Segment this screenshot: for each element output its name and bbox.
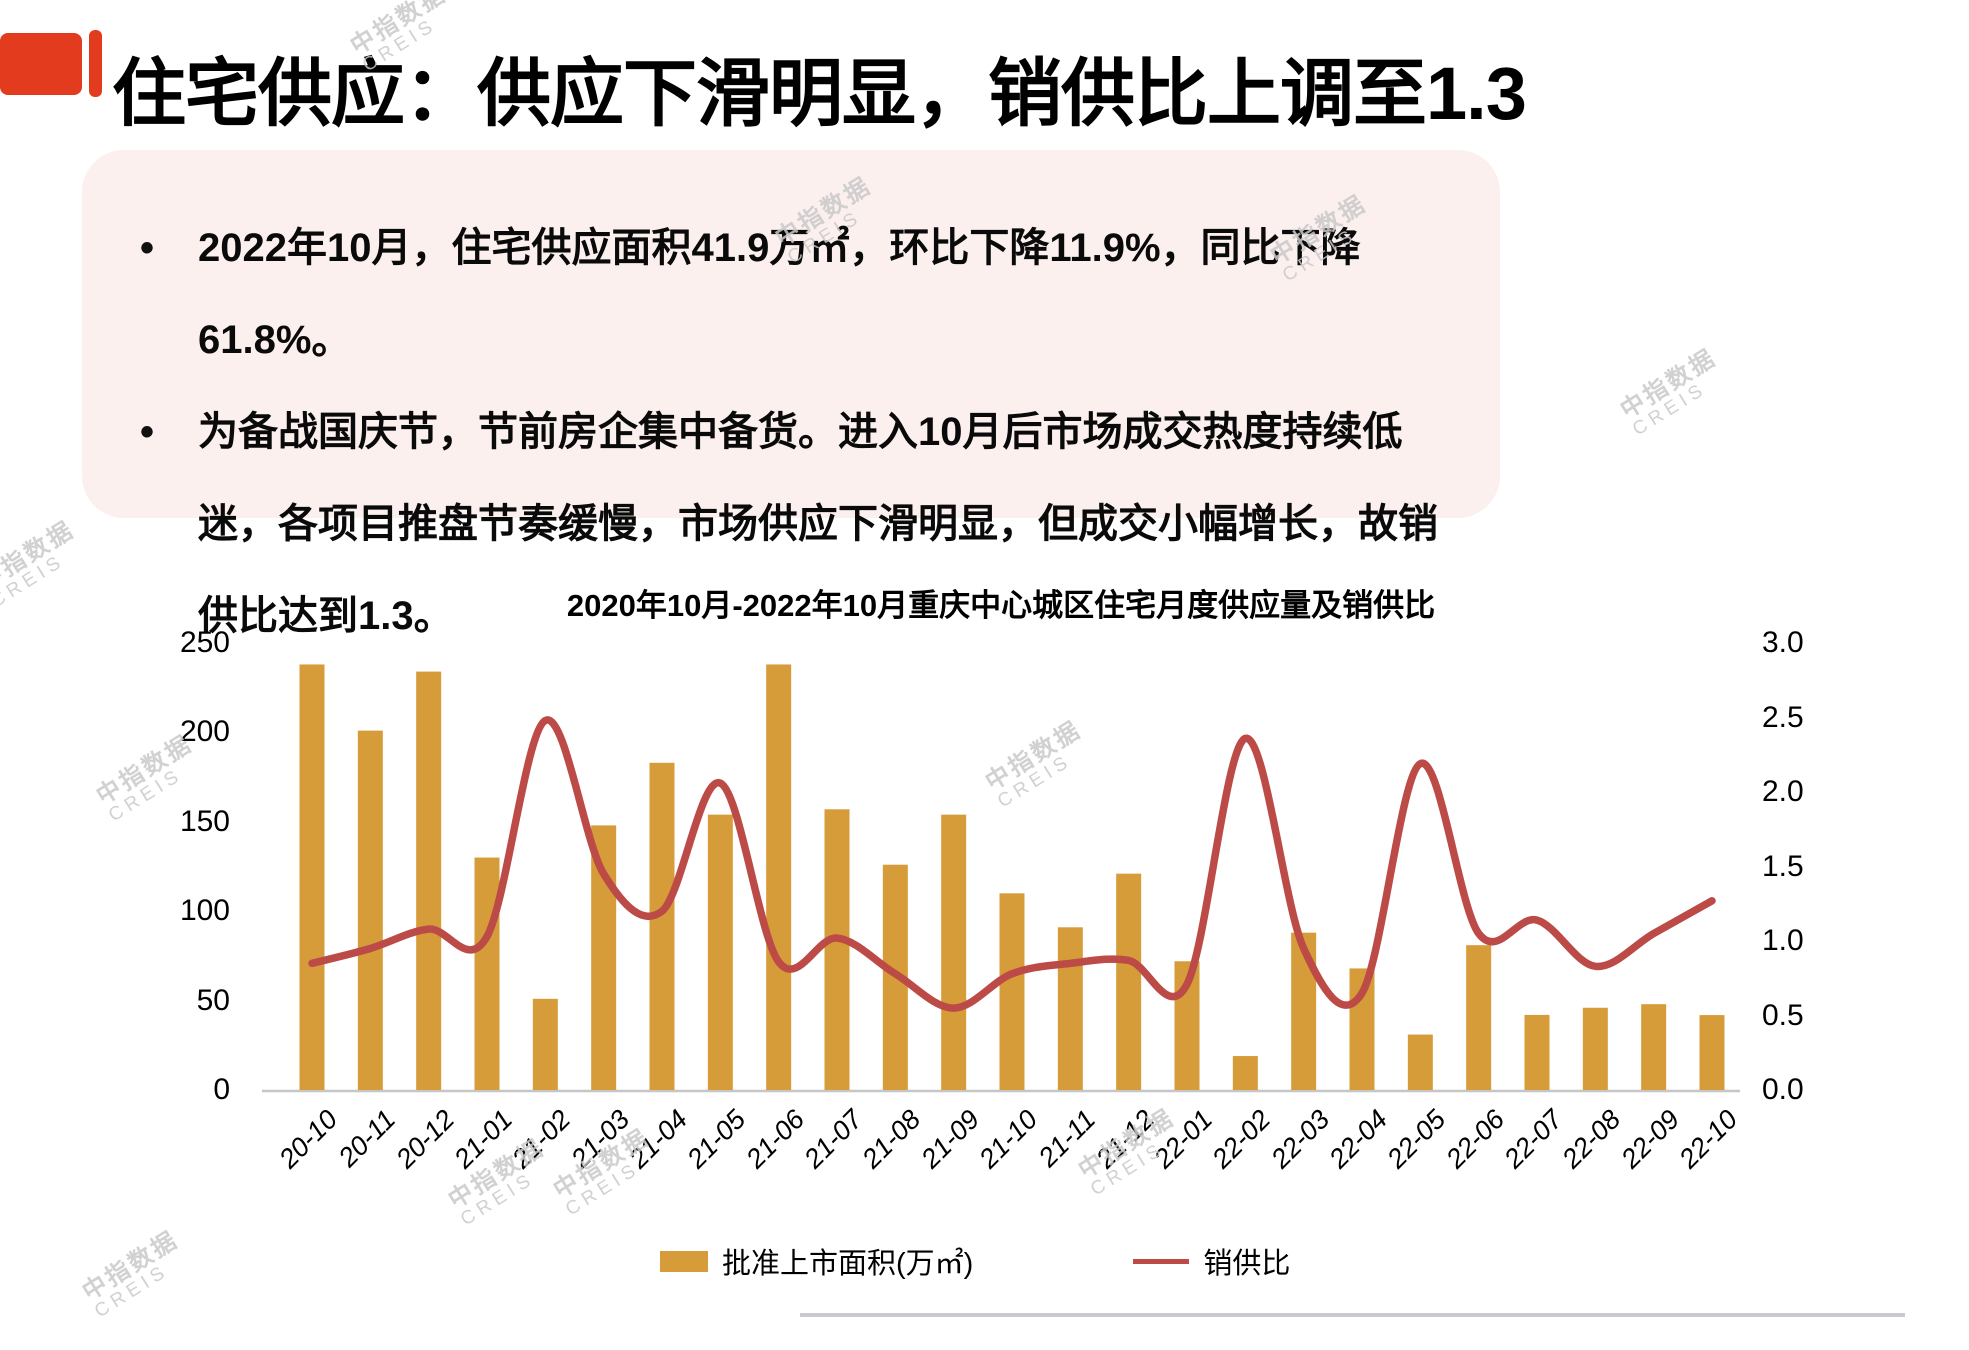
ratio-line — [308, 716, 1716, 1012]
x-tick-label-21-08: 21-08 — [856, 1104, 927, 1175]
x-tick-label-22-10: 22-10 — [1673, 1104, 1744, 1175]
legend-item-bar-series: 批准上市面积(万㎡) — [660, 1240, 973, 1282]
bar-22-09 — [1641, 1004, 1667, 1090]
chart-title: 2020年10月-2022年10月重庆中心城区住宅月度供应量及销供比 — [566, 588, 1436, 623]
combo-chart — [262, 664, 1740, 1093]
bar-22-08 — [1582, 1007, 1608, 1090]
bar-series-swatch-icon — [660, 1250, 708, 1272]
chart-legend: 批准上市面积(万㎡) 销供比 — [660, 1240, 1290, 1282]
x-tick-label-21-10: 21-10 — [973, 1104, 1044, 1175]
x-tick-label-22-01: 22-01 — [1148, 1104, 1219, 1175]
bar-22-07 — [1524, 1014, 1550, 1090]
bar-20-12 — [416, 671, 442, 1090]
title-accent-square — [0, 33, 82, 95]
legend-label-line: 销供比 — [1203, 1248, 1291, 1280]
legend-label-bar: 批准上市面积(万㎡) — [722, 1248, 974, 1280]
x-tick-label-21-01: 21-01 — [448, 1104, 519, 1175]
bar-21-03 — [591, 825, 617, 1090]
x-tick-label-22-05: 22-05 — [1381, 1104, 1452, 1175]
x-tick-label-22-06: 22-06 — [1439, 1104, 1510, 1175]
legend-item-line-series: 销供比 — [1133, 1240, 1290, 1282]
summary-box: • 2022年10月，住宅供应面积41.9万㎡，环比下降11.9%，同比下降61… — [82, 150, 1500, 638]
x-tick-label-21-02: 21-02 — [506, 1104, 577, 1175]
y-left-tick-150: 150 — [179, 804, 230, 838]
bar-21-04 — [649, 762, 675, 1090]
bar-21-05 — [707, 814, 733, 1090]
y-right-tick-1.5: 1.5 — [1762, 849, 1804, 883]
bar-22-10 — [1699, 1015, 1725, 1090]
x-tick-label-20-10: 20-10 — [273, 1104, 344, 1175]
x-tick-label-21-06: 21-06 — [739, 1104, 810, 1175]
bar-21-09 — [941, 814, 967, 1090]
x-tick-label-22-07: 22-07 — [1498, 1104, 1569, 1175]
x-tick-label-20-12: 20-12 — [389, 1104, 460, 1175]
x-tick-label-22-08: 22-08 — [1556, 1104, 1627, 1175]
y-right-tick-2.0: 2.0 — [1762, 775, 1804, 808]
summary-bullet-2-text: 为备战国庆节，节前房企集中备货。进入10月后市场成交热度持续低迷，各项目推盘节奏… — [198, 410, 1438, 638]
chart-plot-area — [262, 643, 1740, 1095]
bottom-divider — [800, 1313, 1905, 1317]
creis-watermark: 中指数据 CREIS — [0, 515, 90, 613]
x-tick-label-22-02: 22-02 — [1206, 1104, 1277, 1175]
y-right-tick-1.0: 1.0 — [1762, 924, 1804, 957]
y-left-tick-0: 0 — [213, 1073, 230, 1106]
bullet-marker: • — [140, 226, 155, 270]
x-tick-label-21-07: 21-07 — [798, 1104, 869, 1175]
page-title: 住宅供应：供应下滑明显，销供比上调至1.3 — [112, 52, 1527, 135]
x-tick-label-22-03: 22-03 — [1264, 1104, 1335, 1175]
bar-21-10 — [999, 893, 1025, 1090]
watermark-line2: CREIS — [1629, 378, 1711, 441]
y-right-tick-2.5: 2.5 — [1762, 700, 1804, 734]
y-left-tick-200: 200 — [179, 715, 230, 749]
x-tick-label-21-11: 21-11 — [1032, 1104, 1102, 1173]
bar-22-02 — [1232, 1056, 1258, 1090]
x-tick-label-22-09: 22-09 — [1614, 1104, 1685, 1175]
summary-bullet-1-text: 2022年10月，住宅供应面积41.9万㎡，环比下降11.9%，同比下降61.8… — [198, 226, 1361, 362]
bar-22-05 — [1407, 1034, 1433, 1090]
watermark-line2: CREIS — [91, 1260, 173, 1323]
x-tick-label-22-04: 22-04 — [1323, 1104, 1394, 1175]
line-series-swatch-icon — [1133, 1258, 1190, 1264]
y-right-tick-3.0: 3.0 — [1762, 626, 1804, 659]
title-accent-bar — [89, 30, 102, 97]
title-block: 住宅供应：供应下滑明显，销供比上调至1.3 — [0, 0, 1969, 150]
summary-bullet-2: • 为备战国庆节，节前房企集中备货。进入10月后市场成交热度持续低迷，各项目推盘… — [140, 386, 1456, 662]
y-right-tick-0.5: 0.5 — [1762, 998, 1804, 1032]
bullet-marker: • — [140, 410, 155, 454]
summary-bullet-1: • 2022年10月，住宅供应面积41.9万㎡，环比下降11.9%，同比下降61… — [140, 202, 1456, 386]
y-left-tick-100: 100 — [179, 894, 230, 928]
watermark-line2: CREIS — [0, 550, 69, 613]
x-tick-label-21-12: 21-12 — [1089, 1104, 1160, 1175]
watermark-line1: 中指数据 — [0, 515, 80, 597]
y-left-tick-250: 250 — [179, 626, 230, 659]
bar-20-10 — [299, 664, 325, 1090]
x-tick-label-21-03: 21-03 — [564, 1104, 635, 1175]
x-tick-label-21-04: 21-04 — [623, 1104, 694, 1175]
bar-21-11 — [1057, 927, 1083, 1090]
x-tick-label-21-05: 21-05 — [681, 1104, 752, 1175]
bar-21-12 — [1116, 873, 1142, 1090]
bar-22-06 — [1466, 945, 1492, 1090]
watermark-line1: 中指数据 — [77, 1225, 184, 1307]
x-tick-label-21-09: 21-09 — [914, 1104, 985, 1175]
bar-21-06 — [766, 664, 792, 1090]
bar-21-07 — [824, 809, 850, 1090]
x-tick-label-20-11: 20-11 — [332, 1104, 402, 1173]
bar-21-02 — [532, 998, 558, 1090]
bar-20-11 — [357, 730, 383, 1090]
watermark-line1: 中指数据 — [1615, 343, 1722, 425]
bar-21-01 — [474, 857, 500, 1090]
y-left-tick-50: 50 — [196, 983, 230, 1017]
creis-watermark: 中指数据 CREIS — [77, 1225, 194, 1323]
y-right-tick-0.0: 0.0 — [1762, 1073, 1804, 1106]
creis-watermark: 中指数据 CREIS — [1615, 343, 1732, 441]
